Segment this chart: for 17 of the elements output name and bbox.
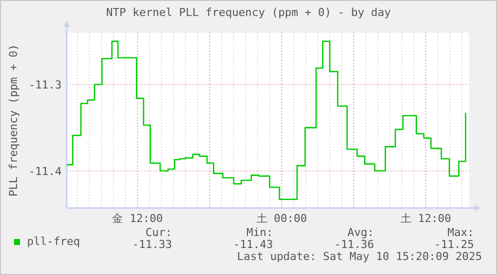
legend-label: pll-freq: [27, 235, 80, 248]
x-tick-label: 土 00:00: [256, 212, 308, 225]
chart-title: NTP kernel PLL frequency (ppm + 0) - by day: [106, 6, 392, 19]
text: Min:: [246, 226, 273, 239]
text: Avg:: [348, 226, 374, 239]
text: Last update: Sat May 10 15:20:09 2025: [236, 250, 482, 263]
x-tick-label: 土 12:00: [400, 212, 452, 225]
text: -11.25: [434, 238, 474, 251]
text: Max:: [448, 226, 474, 239]
text: -11.33: [132, 238, 172, 251]
y-tick-label: -11.3: [28, 78, 62, 92]
x-tick-label: 金 12:00: [112, 212, 163, 225]
text: -11.36: [334, 238, 374, 251]
text: -11.43: [233, 238, 273, 251]
y-axis-title: PLL frequency (ppm + 0): [7, 44, 20, 197]
y-tick-label: -11.4: [28, 164, 62, 178]
text: Cur:: [146, 226, 172, 239]
